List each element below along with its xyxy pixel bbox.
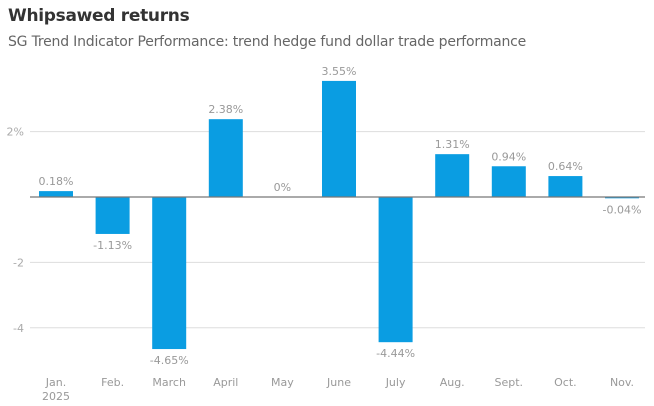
data-label: 0%	[274, 181, 291, 194]
data-label: -0.04%	[603, 203, 642, 216]
x-tick-label: June	[326, 376, 351, 389]
bar	[378, 197, 413, 343]
data-label: -4.44%	[376, 347, 415, 360]
x-tick-label: Jan.	[45, 376, 66, 389]
bar	[491, 166, 526, 197]
data-label: 1.31%	[435, 138, 470, 151]
x-tick-label: March	[152, 376, 186, 389]
x-tick-label: April	[213, 376, 238, 389]
x-tick-label: Feb.	[101, 376, 124, 389]
x-tick-label: 2025	[42, 390, 70, 403]
chart-subtitle: SG Trend Indicator Performance: trend he…	[8, 34, 527, 50]
bar	[208, 119, 243, 197]
x-tick-label: Aug.	[440, 376, 465, 389]
data-label: 0.94%	[491, 150, 526, 163]
bar	[605, 197, 639, 199]
x-tick-label: Nov.	[610, 376, 634, 389]
bar	[435, 154, 470, 197]
y-tick-label: 2%	[7, 126, 24, 139]
data-label: 3.55%	[322, 65, 357, 78]
bar	[39, 191, 73, 197]
x-tick-label: Sept.	[495, 376, 524, 389]
data-label: -1.13%	[93, 239, 132, 252]
bar	[95, 197, 130, 234]
y-tick-label: -2	[13, 256, 24, 269]
data-label: -4.65%	[150, 354, 189, 367]
bar	[322, 80, 356, 197]
data-label: 0.18%	[39, 175, 74, 188]
data-label: 0.64%	[548, 160, 583, 173]
x-tick-label: May	[271, 376, 294, 389]
y-tick-label: -4	[13, 322, 24, 335]
bar	[548, 176, 583, 197]
chart-title: Whipsawed returns	[8, 6, 190, 26]
x-tick-label: July	[385, 376, 406, 389]
bar	[152, 197, 187, 350]
x-tick-label: Oct.	[554, 376, 577, 389]
data-label: 2.38%	[208, 103, 243, 116]
